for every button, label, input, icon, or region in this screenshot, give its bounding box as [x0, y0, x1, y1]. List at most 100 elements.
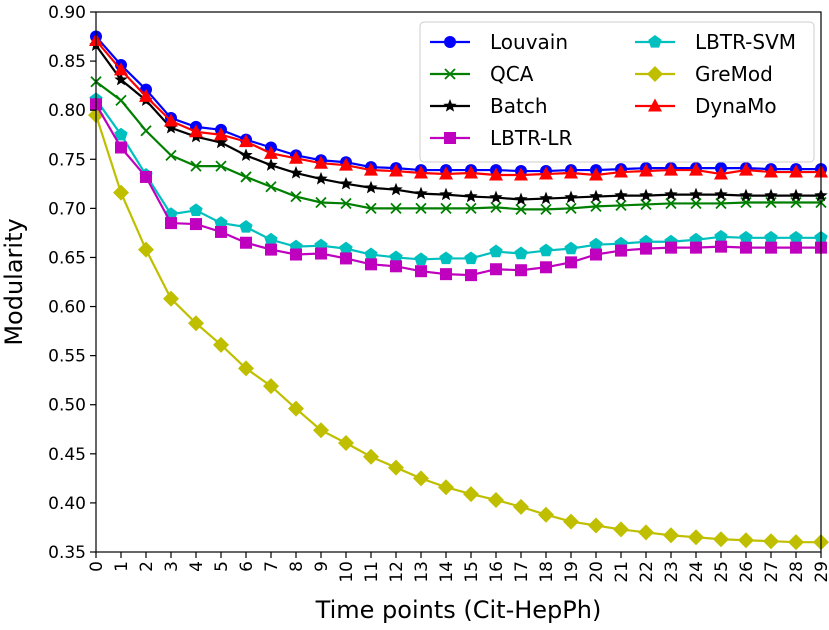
data-point [364, 180, 378, 194]
data-point [338, 435, 354, 452]
data-point [515, 264, 527, 277]
data-point [614, 164, 628, 178]
legend-marker [648, 35, 662, 48]
data-point [790, 241, 802, 254]
y-tick-label: 0.85 [48, 52, 86, 72]
data-point [439, 251, 453, 265]
data-point [789, 188, 803, 202]
data-point [488, 491, 504, 508]
data-point [738, 532, 754, 549]
series-batch [89, 38, 828, 206]
data-point [563, 513, 579, 530]
data-point [315, 196, 327, 209]
data-point [489, 244, 503, 258]
data-point [765, 241, 777, 254]
data-point [263, 378, 279, 395]
data-point [389, 250, 403, 264]
data-point [564, 165, 578, 179]
x-tick-label: 9 [312, 561, 332, 572]
data-point [364, 247, 378, 261]
series-dynamo [89, 32, 828, 181]
x-tick-label: 1 [112, 561, 132, 572]
data-point [240, 171, 252, 183]
data-point [763, 533, 779, 550]
data-point [564, 190, 578, 204]
data-point [739, 188, 753, 202]
data-point [564, 241, 578, 255]
legend-label: Batch [490, 94, 548, 118]
data-point [313, 422, 329, 439]
legend-item-lbtr-svm: LBTR-SVM [635, 30, 796, 54]
legend-item-lbtr-lr: LBTR-LR [430, 126, 573, 150]
legend-marker [647, 66, 663, 82]
data-point [688, 529, 704, 546]
data-point [514, 246, 528, 260]
series-lbtr-lr [90, 98, 827, 282]
x-tick-label: 10 [337, 561, 357, 583]
data-point [690, 197, 702, 210]
data-point [640, 198, 652, 211]
data-point [689, 162, 703, 176]
data-point [465, 269, 477, 282]
data-point [665, 197, 677, 210]
data-point [464, 251, 478, 265]
series-qca [90, 76, 827, 215]
data-point [689, 187, 703, 201]
data-point [190, 218, 202, 231]
data-point [589, 167, 603, 181]
data-point [414, 165, 428, 179]
data-point [464, 189, 478, 203]
data-point [139, 88, 153, 102]
data-point [164, 120, 178, 134]
legend-label: GreMod [695, 62, 773, 86]
legend-label: LBTR-LR [490, 126, 573, 150]
data-point [389, 182, 403, 196]
data-point [389, 163, 403, 177]
series-line [94, 114, 821, 544]
data-point [489, 167, 503, 181]
data-point [289, 150, 303, 164]
data-point [239, 148, 253, 162]
data-point [289, 166, 303, 179]
data-point [239, 134, 253, 148]
data-point [764, 188, 778, 202]
data-point [290, 190, 302, 203]
x-tick-label: 26 [737, 561, 757, 583]
data-point [789, 164, 803, 178]
x-tick-label: 2 [137, 561, 157, 572]
legend-marker [444, 68, 456, 80]
x-tick-label: 4 [187, 561, 207, 572]
data-point [190, 160, 202, 172]
legend-label: Louvain [490, 30, 568, 54]
data-point [789, 230, 803, 244]
data-point [788, 534, 804, 551]
x-axis: 0 1 2 3 4 5 6 7 8 9 10 11 12 13 14 15 16 17 18 19 20 21 22 23 24… [87, 552, 829, 583]
data-point [388, 459, 404, 476]
legend-item-louvain: Louvain [430, 30, 568, 54]
data-point [339, 176, 353, 190]
data-point [339, 157, 353, 171]
data-point [414, 252, 428, 266]
data-point [415, 202, 427, 215]
data-point [439, 166, 453, 180]
data-point [339, 241, 353, 255]
legend-item-gremod: GreMod [635, 62, 773, 86]
data-point [663, 527, 679, 544]
data-point [614, 188, 628, 202]
data-point [413, 470, 429, 487]
data-point [713, 531, 729, 548]
y-axis-label: Modularity [0, 218, 28, 345]
y-tick-label: 0.75 [48, 150, 86, 170]
data-point [115, 141, 127, 154]
series-line [95, 80, 821, 211]
data-point [264, 232, 278, 246]
data-point [214, 127, 228, 141]
y-tick-label: 0.60 [48, 298, 86, 318]
x-tick-label: 25 [712, 561, 732, 583]
data-point [764, 164, 778, 178]
data-point [438, 479, 454, 496]
data-point [115, 94, 127, 107]
y-axis: 0.35 0.40 0.45 0.50 0.55 0.60 0.65 0.70 0.75 0.80… [48, 3, 96, 563]
data-point [163, 290, 179, 307]
y-tick-label: 0.70 [48, 199, 86, 219]
